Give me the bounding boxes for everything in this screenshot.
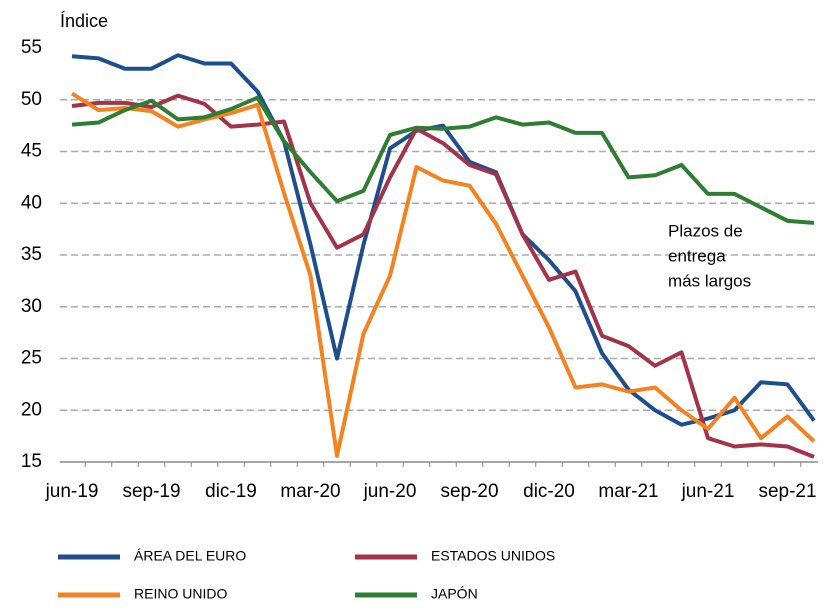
- legend-label: JAPÓN: [431, 586, 478, 602]
- x-tick-label: jun-19: [45, 481, 99, 502]
- y-tick-label: 15: [21, 451, 42, 472]
- y-tick-label: 55: [21, 37, 42, 58]
- y-axis-label: Índice: [60, 11, 108, 31]
- legend-label: REINO UNIDO: [134, 586, 227, 602]
- series-line: [71, 95, 815, 225]
- x-tick-label: sep-19: [122, 481, 180, 502]
- x-tick-label: dic-19: [205, 481, 257, 502]
- y-tick-label: 50: [21, 89, 42, 110]
- x-tick-label: sep-20: [440, 481, 498, 502]
- y-tick-label: 45: [21, 141, 42, 162]
- legend-label: ESTADOS UNIDOS: [431, 548, 555, 564]
- x-tick-label: mar-21: [598, 481, 658, 502]
- annotation: Plazos de: [668, 221, 743, 240]
- x-tick-label: mar-20: [280, 481, 340, 502]
- series-line: [71, 93, 815, 459]
- x-tick-label: jun-20: [363, 481, 417, 502]
- x-tick-label: jun-21: [681, 481, 735, 502]
- x-tick-label: dic-20: [523, 481, 575, 502]
- legend-label: ÁREA DEL EURO: [134, 548, 246, 564]
- y-tick-label: 25: [21, 348, 42, 369]
- series-line: [70, 91, 816, 458]
- y-tick-label: 40: [21, 192, 42, 213]
- x-tick-label: sep-21: [758, 481, 816, 502]
- annotation: entrega: [668, 246, 726, 265]
- series-line: [71, 53, 816, 427]
- y-tick-label: 20: [21, 399, 42, 420]
- y-tick-label: 35: [21, 244, 42, 265]
- y-tick-label: 30: [21, 296, 42, 317]
- annotation: más largos: [668, 271, 751, 290]
